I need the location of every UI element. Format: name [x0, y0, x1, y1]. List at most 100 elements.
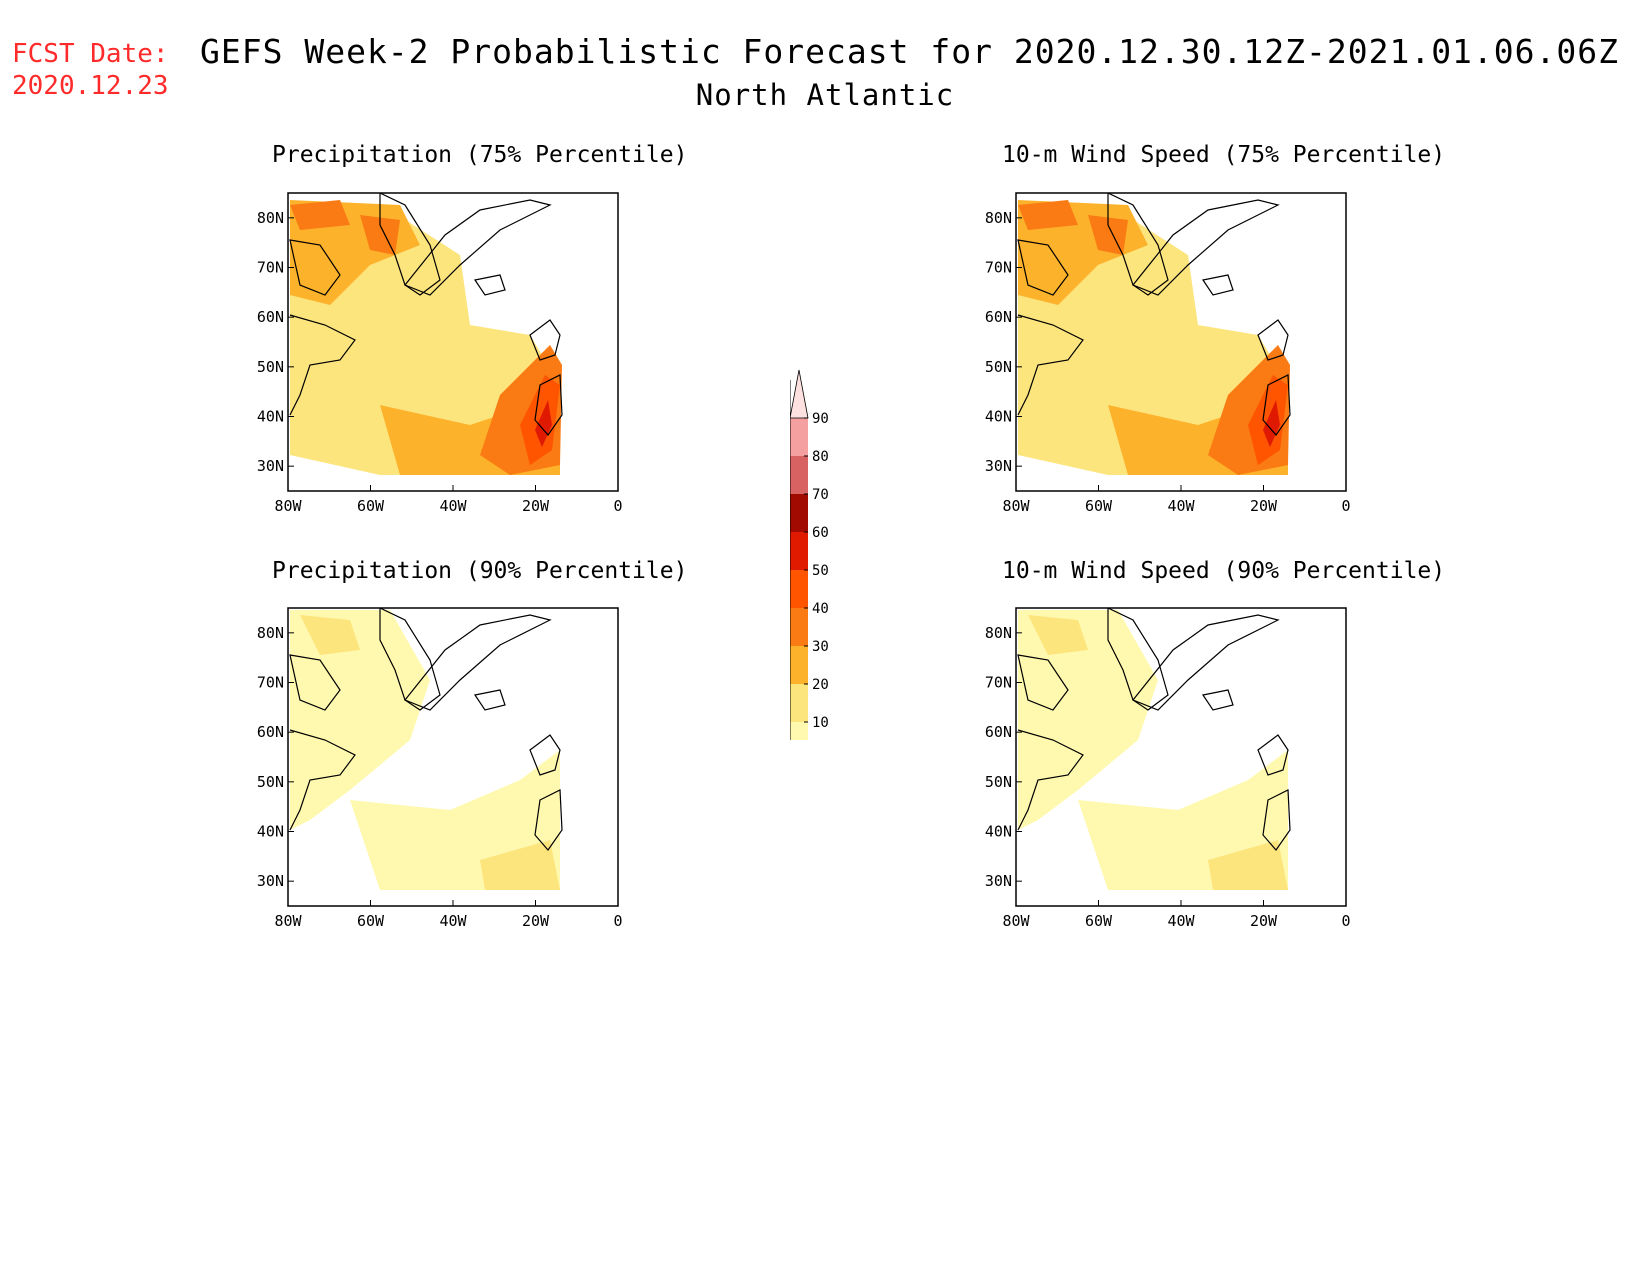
- colorbar-level-label: 70: [812, 487, 829, 503]
- lon-tick-label: 0: [613, 497, 622, 515]
- lon-tick-label: 0: [613, 912, 622, 930]
- coastline: [289, 314, 356, 416]
- lat-tick-label: 50N: [257, 358, 284, 376]
- coastline: [1262, 374, 1291, 436]
- lon-tick-label: 80W: [1002, 912, 1030, 930]
- contour-fill-region: [1028, 615, 1088, 655]
- coastline: [534, 374, 563, 436]
- panel-title-precip-75: Precipitation (75% Percentile): [272, 142, 688, 168]
- contour-fill-region: [535, 400, 552, 447]
- coastline: [379, 608, 441, 711]
- contour-fill-region: [290, 610, 430, 830]
- lat-tick-label: 60N: [257, 308, 284, 326]
- lat-tick-label: 60N: [257, 723, 284, 741]
- lon-tick-label: 60W: [357, 912, 385, 930]
- colorbar-swatch: [790, 456, 808, 494]
- coastline: [529, 319, 561, 361]
- contour-fill-region: [1208, 840, 1288, 890]
- colorbar-swatch: [790, 570, 808, 608]
- map-precip-90: 80N 70N 60N 50N 40N 30N 80W 60W 40W 20W 0: [257, 607, 623, 930]
- lat-tick-label: 30N: [257, 872, 284, 890]
- lat-tick-label: 50N: [257, 773, 284, 791]
- map-wind-75: 80N 70N 60N 50N 40N 30N 80W 60W 40W 20W 0: [985, 192, 1351, 515]
- coastline: [1017, 654, 1069, 711]
- coastline: [404, 199, 552, 296]
- lon-tick-label: 60W: [1085, 497, 1113, 515]
- colorbar-swatch: [790, 369, 809, 419]
- lat-tick-label: 70N: [257, 259, 284, 277]
- colorbar-level-label: 40: [812, 601, 829, 617]
- forecast-date-label: FCST Date:: [12, 39, 169, 69]
- lat-tick-label: 30N: [985, 457, 1012, 475]
- lat-tick-label: 60N: [985, 308, 1012, 326]
- map-wind-90: 80N 70N 60N 50N 40N 30N 80W 60W 40W 20W 0: [985, 607, 1351, 930]
- lon-tick-label: 80W: [1002, 497, 1030, 515]
- lon-tick-label: 80W: [274, 497, 302, 515]
- lat-tick-label: 30N: [257, 457, 284, 475]
- contour-fill-region: [1018, 610, 1158, 830]
- lat-tick-label: 70N: [257, 674, 284, 692]
- lat-tick-label: 80N: [257, 624, 284, 642]
- coastline: [289, 729, 356, 831]
- map-precip-75: 80N 70N 60N 50N 40N 30N 80W 60W 40W 20W 0: [257, 192, 623, 515]
- colorbar-swatch: [790, 418, 808, 456]
- lon-tick-label: 20W: [522, 497, 550, 515]
- panel-title-precip-90: Precipitation (90% Percentile): [272, 558, 688, 584]
- coastline: [1202, 274, 1234, 296]
- coastline: [534, 789, 563, 851]
- coastline: [289, 239, 341, 296]
- coastline: [1202, 689, 1234, 711]
- coastline: [379, 193, 441, 296]
- lat-tick-label: 70N: [985, 259, 1012, 277]
- colorbar-level-label: 90: [812, 411, 829, 427]
- lat-tick-label: 30N: [985, 872, 1012, 890]
- colorbar-level-label: 20: [812, 677, 829, 693]
- lon-tick-label: 20W: [522, 912, 550, 930]
- colorbar: 10 20 30 40 50 60 70 80 90: [790, 369, 829, 740]
- coastline: [474, 689, 506, 711]
- lon-tick-label: 20W: [1250, 912, 1278, 930]
- colorbar-swatch: [790, 608, 808, 646]
- page-subtitle: North Atlantic: [695, 78, 955, 112]
- coastline: [1262, 789, 1291, 851]
- coastline: [1257, 319, 1289, 361]
- lon-tick-label: 40W: [439, 497, 467, 515]
- panel-title-wind-90: 10-m Wind Speed (90% Percentile): [1002, 558, 1446, 584]
- lon-tick-label: 40W: [439, 912, 467, 930]
- colorbar-swatch: [790, 646, 808, 684]
- lat-tick-label: 80N: [257, 209, 284, 227]
- colorbar-swatch: [790, 494, 808, 532]
- lon-tick-label: 40W: [1167, 497, 1195, 515]
- coastline: [1017, 239, 1069, 296]
- lon-tick-label: 60W: [357, 497, 385, 515]
- colorbar-level-label: 30: [812, 639, 829, 655]
- coastline: [1257, 734, 1289, 776]
- contour-fill-region: [290, 200, 350, 230]
- lon-tick-label: 80W: [274, 912, 302, 930]
- contour-fill-region: [1018, 200, 1078, 230]
- coastline: [1132, 199, 1280, 296]
- colorbar-swatch: [790, 722, 808, 740]
- colorbar-level-label: 80: [812, 449, 829, 465]
- contour-fill-region: [480, 840, 560, 890]
- lat-tick-label: 40N: [985, 823, 1012, 841]
- colorbar-swatch: [790, 684, 808, 722]
- forecast-date: FCST Date: 2020.12.23: [12, 38, 169, 102]
- coastline: [404, 614, 552, 711]
- coastline: [289, 654, 341, 711]
- panel-title-wind-75: 10-m Wind Speed (75% Percentile): [1002, 142, 1446, 168]
- coastline: [1132, 614, 1280, 711]
- lat-tick-label: 40N: [257, 408, 284, 426]
- colorbar-swatch: [790, 532, 808, 570]
- lon-tick-label: 0: [1341, 497, 1350, 515]
- lon-tick-label: 0: [1341, 912, 1350, 930]
- lon-tick-label: 40W: [1167, 912, 1195, 930]
- forecast-date-value: 2020.12.23: [12, 71, 169, 101]
- coastline: [529, 734, 561, 776]
- coastline: [474, 274, 506, 296]
- contour-fill-region: [300, 615, 360, 655]
- lat-tick-label: 50N: [985, 773, 1012, 791]
- lat-tick-label: 40N: [985, 408, 1012, 426]
- colorbar-level-label: 60: [812, 525, 829, 541]
- lon-tick-label: 60W: [1085, 912, 1113, 930]
